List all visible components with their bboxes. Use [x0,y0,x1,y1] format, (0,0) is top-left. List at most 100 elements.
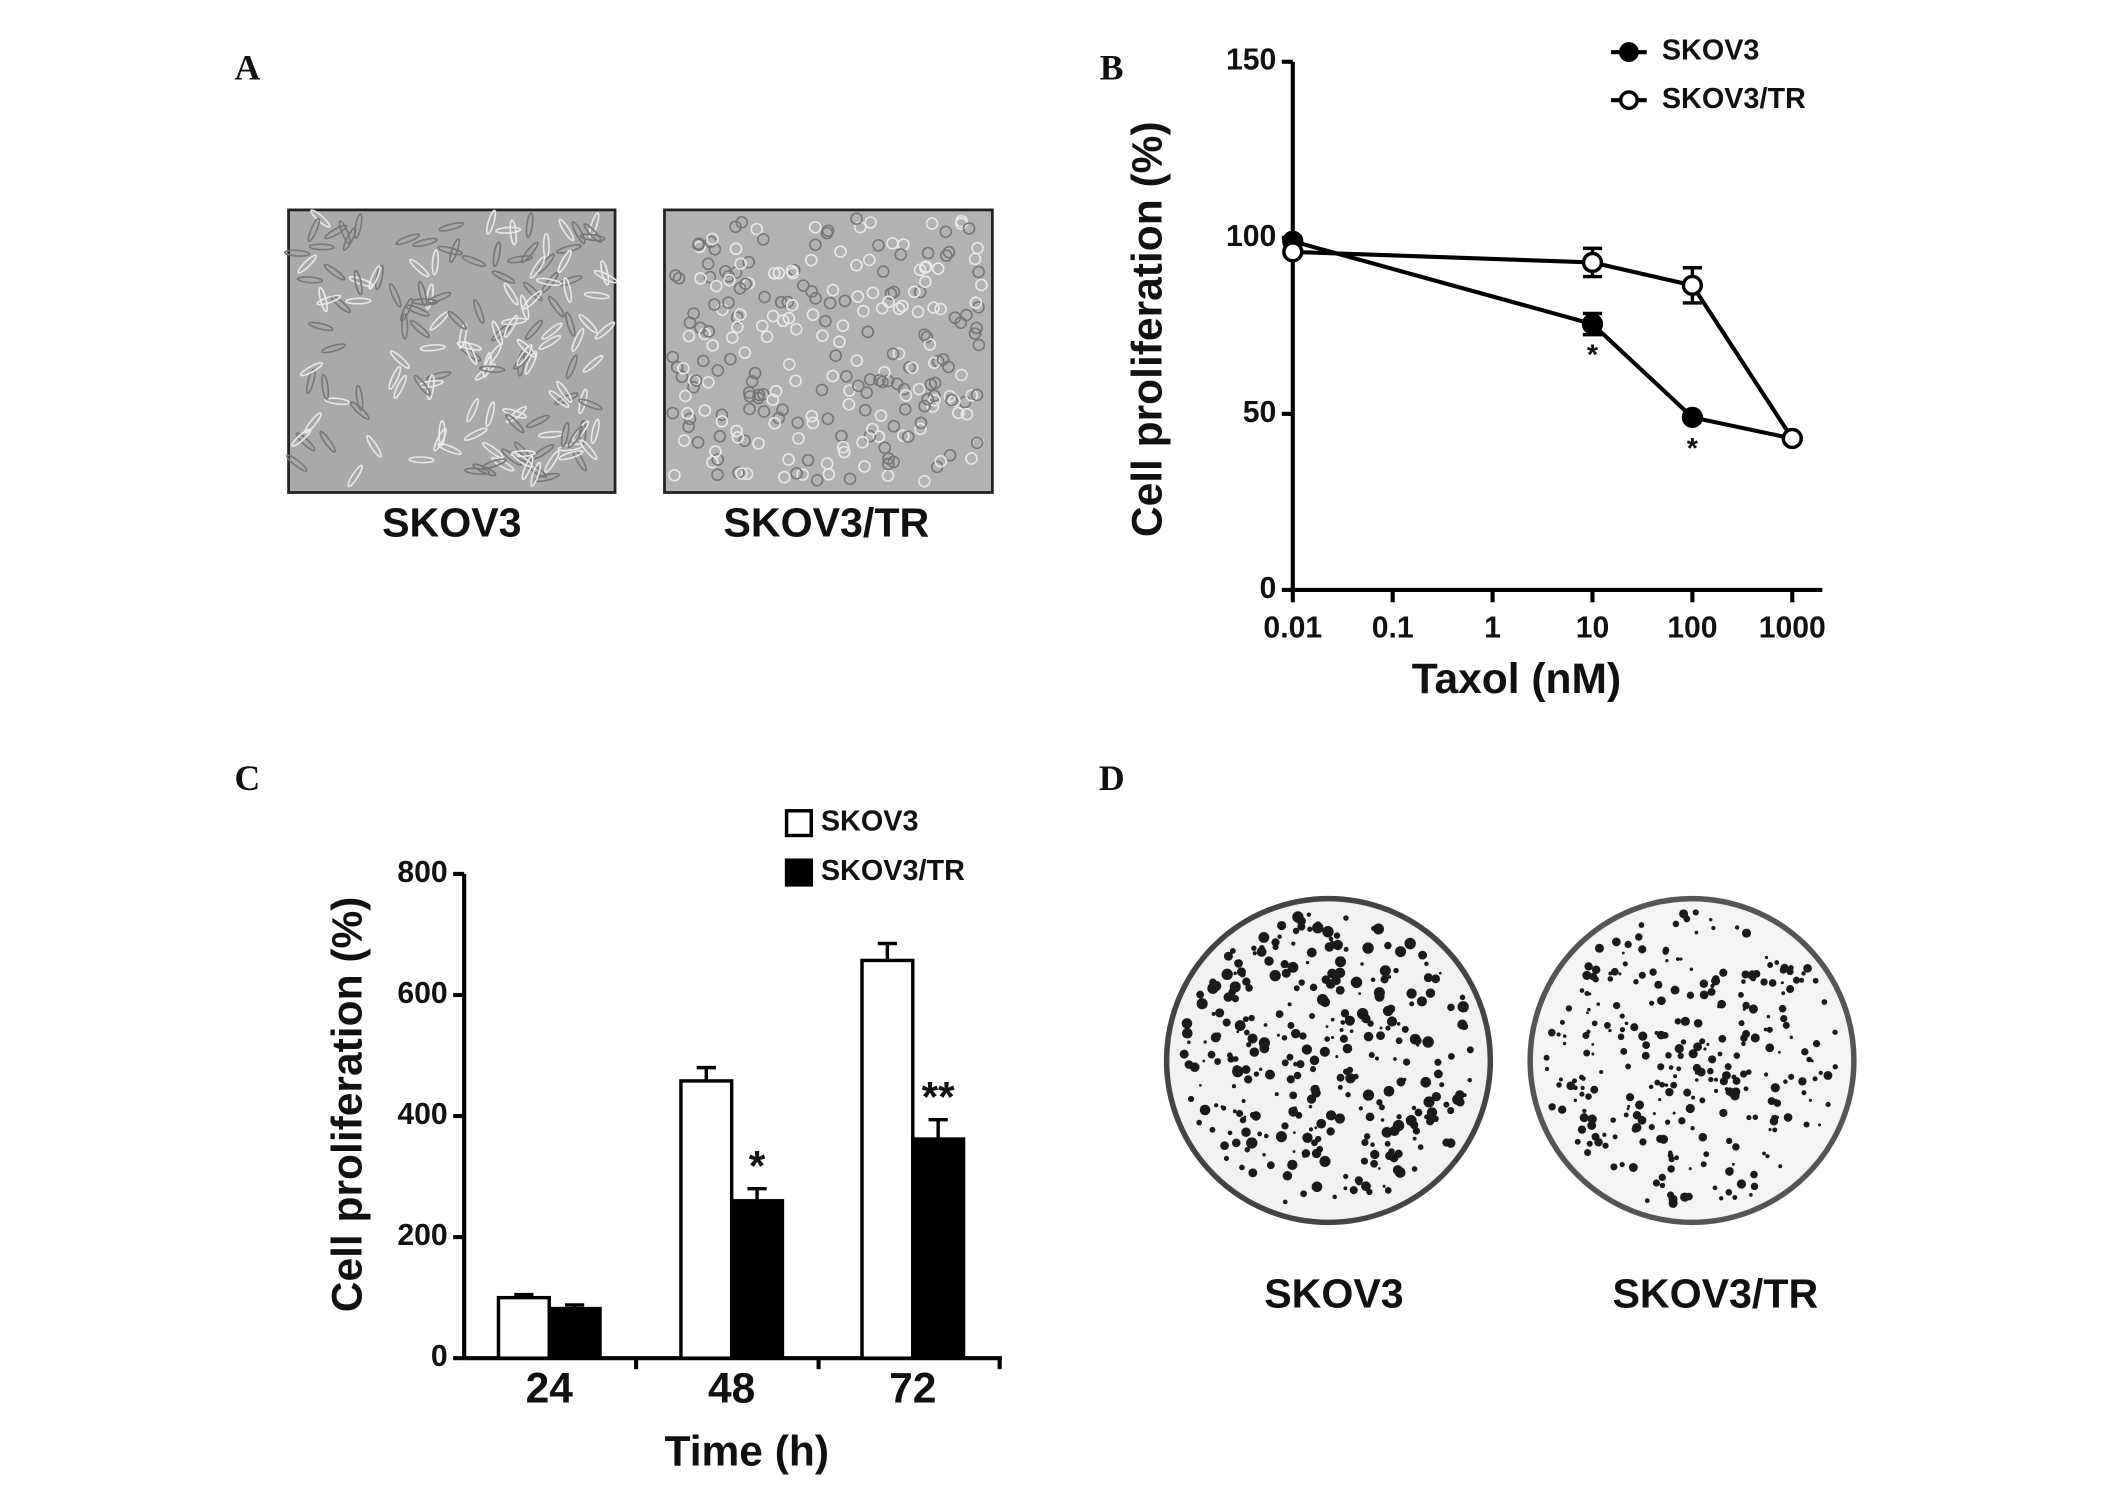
micrograph [663,208,994,494]
colony [1556,1082,1562,1088]
cell [558,449,584,461]
colony [1370,1159,1378,1168]
cell [600,259,610,286]
colony [1387,975,1392,979]
colony [1742,1007,1746,1011]
colony [1339,1034,1348,1043]
cell [928,393,941,407]
colony [1385,1151,1394,1161]
cell [796,468,809,481]
colony [1732,1195,1738,1200]
cell [447,310,468,330]
cell [826,369,840,383]
cell [702,375,715,389]
cell [473,298,485,324]
colony [1732,1077,1741,1085]
colony [1714,1088,1719,1093]
colony [1234,959,1243,968]
colony [1266,1161,1275,1170]
colony [1358,1106,1363,1111]
colony [1635,933,1643,941]
colony [1293,1061,1298,1067]
cell [711,364,725,377]
colony [1674,1155,1679,1161]
colony [1274,1092,1279,1097]
cell [679,389,692,403]
cell [886,236,899,250]
cell [547,295,565,318]
cell [582,354,604,373]
colony [1244,1075,1253,1084]
colony [1282,1171,1293,1181]
colony [1654,1079,1661,1086]
colony [1696,1067,1706,1077]
colony [1245,984,1253,992]
colony [1662,946,1670,954]
colony [1823,1071,1833,1080]
colony [1596,1002,1601,1006]
cell [766,393,780,407]
colony [1677,1052,1684,1059]
cell [558,218,575,242]
colony [1349,1186,1358,1195]
legend-swatch [784,809,813,838]
colony [1332,939,1343,951]
colony [1439,1082,1445,1088]
colony [1381,967,1386,972]
colony [1361,1181,1371,1192]
colony [1584,1149,1592,1157]
colony [1777,1050,1781,1054]
colony [1305,960,1310,965]
colony [1765,1043,1775,1053]
cell [897,382,911,396]
cell [437,245,463,256]
colony [1571,1078,1577,1084]
colony [1693,1042,1703,1052]
colony [1708,1076,1714,1083]
colony [1293,1071,1302,1080]
cell [461,255,487,268]
cell [481,458,507,469]
cell [914,416,928,430]
cell [521,455,534,481]
cell [918,474,931,488]
cell [701,257,715,271]
colony [1227,1052,1233,1059]
cell [560,421,570,448]
y-tick-label: 0 [1260,572,1277,605]
colony [1664,1083,1669,1087]
colony [1418,950,1428,960]
colony [1292,1150,1296,1153]
colony [1402,1077,1407,1082]
cell [872,238,885,252]
colony [1409,1001,1415,1007]
colony [1719,1108,1728,1118]
colony [1221,968,1233,980]
colony [1340,1009,1350,1018]
cell [505,413,525,434]
cell [305,368,316,395]
cell [731,431,745,444]
cell [822,468,836,481]
colony [1582,1031,1590,1040]
colony [1256,946,1267,957]
colony [1825,1101,1831,1108]
colony [1591,965,1601,975]
colony [1610,1163,1618,1171]
cell [864,216,877,229]
colony [1620,1047,1628,1055]
colony [1625,1093,1635,1102]
colony [1688,1167,1692,1171]
colony [1307,926,1313,932]
colony [1287,1021,1295,1029]
annotation: * [1687,433,1699,465]
cell [708,298,721,311]
point [1681,406,1704,429]
colony [1210,980,1222,992]
colony [1780,981,1784,985]
colony [1264,956,1274,966]
colony [1675,957,1680,961]
colony [1286,1053,1294,1061]
colony [1342,1043,1353,1054]
colony [1818,1070,1823,1076]
